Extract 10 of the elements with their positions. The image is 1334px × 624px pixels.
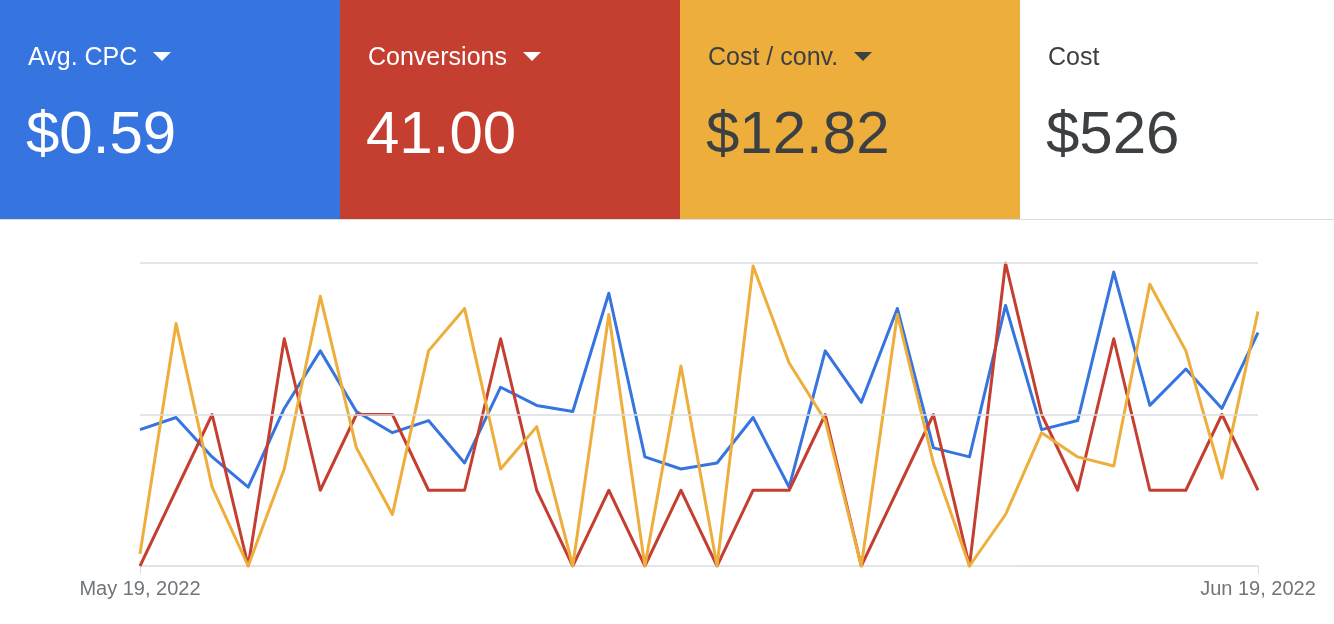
text: 41.00: [366, 98, 517, 167]
text: Conversions: [368, 40, 507, 73]
x-tick-label: Jun 19, 2022: [1200, 577, 1316, 599]
text: $0.59: [26, 98, 177, 167]
x-tick-label: May 19, 2022: [79, 577, 201, 599]
text: Avg. CPC: [28, 40, 138, 73]
text: $12.82: [706, 98, 890, 167]
text: Cost: [1048, 40, 1100, 73]
text: $526: [1046, 98, 1180, 167]
text: Cost / conv.: [708, 40, 839, 73]
